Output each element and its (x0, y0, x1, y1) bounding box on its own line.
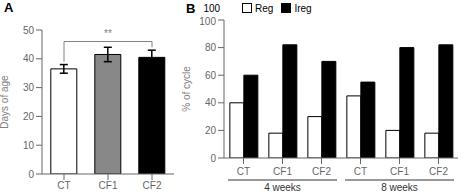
svg-text:4 weeks: 4 weeks (264, 182, 301, 193)
html-text:B: B (186, 0, 196, 16)
svg-text:20: 20 (23, 111, 35, 122)
svg-text:CT: CT (57, 180, 70, 191)
html-text:Reg: Reg (255, 2, 274, 14)
svg-text:CF1: CF1 (99, 180, 118, 191)
svg-text:60: 60 (205, 70, 217, 81)
html-text:A: A (4, 0, 14, 15)
svg-text:80: 80 (205, 42, 217, 53)
svg-text:40: 40 (205, 97, 217, 108)
svg-text:CT: CT (237, 166, 250, 177)
svg-text:30: 30 (23, 82, 35, 93)
svg-text:CF2: CF2 (143, 180, 162, 191)
svg-text:8 weeks: 8 weeks (381, 182, 418, 193)
svg-text:CT: CT (354, 166, 367, 177)
svg-text:100: 100 (199, 16, 216, 27)
svg-text:Days of age: Days of age (0, 75, 10, 129)
html-text:100: 100 (203, 2, 221, 14)
svg-text:**: ** (104, 28, 112, 39)
svg-text:CF1: CF1 (390, 166, 409, 177)
svg-text:50: 50 (23, 25, 35, 36)
svg-text:0: 0 (28, 169, 34, 180)
svg-text:% of cycle: % of cycle (182, 66, 192, 112)
svg-text:0: 0 (210, 153, 216, 164)
svg-text:CF2: CF2 (429, 166, 448, 177)
svg-text:20: 20 (205, 125, 217, 136)
svg-text:10: 10 (23, 140, 35, 151)
html-text:Ireg: Ireg (294, 2, 312, 14)
svg-text:CF1: CF1 (273, 166, 292, 177)
svg-text:CF2: CF2 (312, 166, 331, 177)
svg-text:40: 40 (23, 53, 35, 64)
